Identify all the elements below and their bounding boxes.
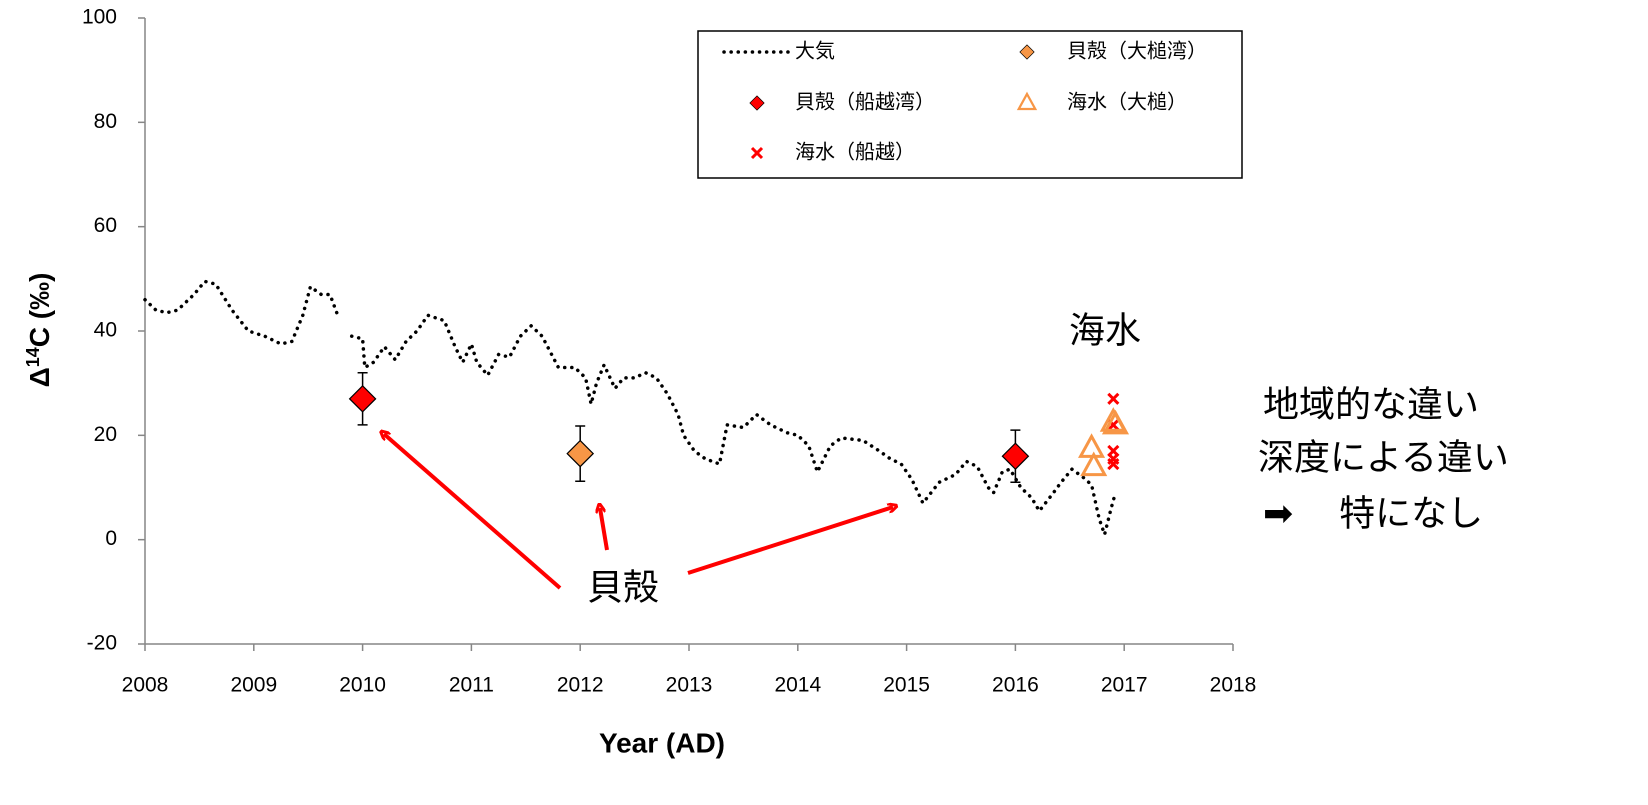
legend-label: 海水（大槌） [1067, 90, 1187, 113]
point [1078, 433, 1106, 458]
legend-swatch [1019, 44, 1035, 60]
legend-label: 貝殻（大槌湾） [1067, 39, 1207, 62]
legend-swatch [750, 146, 764, 160]
x-tick-label: 2014 [774, 674, 821, 697]
point [348, 384, 377, 413]
point [1080, 451, 1108, 477]
arrow [687, 507, 893, 575]
x-tick-label: 2018 [1210, 674, 1257, 697]
legend-box [697, 30, 1243, 179]
annotation: 深度による違い [1258, 437, 1509, 478]
y-tick-label: 80 [94, 110, 117, 133]
y-axis-title: Δ14C (‰) [23, 273, 56, 388]
y-tick-label: 40 [94, 319, 117, 342]
x-tick-label: 2017 [1101, 674, 1148, 697]
x-axis-title: Year (AD) [599, 727, 725, 758]
atmosphere-line [143, 279, 1118, 541]
legend-label: 貝殻（船越湾） [795, 90, 935, 113]
x-tick-label: 2015 [883, 674, 930, 697]
x-tick-label: 2013 [666, 674, 713, 697]
y-tick-label: 100 [82, 6, 117, 29]
x-tick-label: 2008 [122, 674, 169, 697]
y-title-rest: C (‰) [24, 273, 55, 348]
x-tick-label: 2009 [230, 674, 277, 697]
point [1101, 409, 1130, 435]
point [1001, 442, 1030, 471]
point [566, 439, 595, 468]
y-tick-label: 20 [94, 423, 117, 446]
arrow [384, 434, 562, 590]
x-tick-label: 2012 [557, 674, 604, 697]
y-title-base: Δ [24, 367, 55, 387]
legend-swatch [1016, 91, 1038, 111]
annotation: 地域的な違い [1263, 384, 1479, 425]
annotation: 貝殻 [587, 567, 659, 608]
y-tick-label: 60 [94, 214, 117, 237]
y-tick-label: -20 [87, 632, 117, 655]
legend-label: 海水（船越） [795, 140, 915, 163]
legend-label: 大気 [795, 39, 835, 62]
point [1107, 392, 1120, 405]
annotation: 海水 [1069, 310, 1141, 351]
arrow [600, 508, 609, 551]
arrows [384, 434, 893, 590]
y-tick-label: 0 [105, 527, 117, 550]
x-tick-label: 2011 [449, 674, 494, 697]
x-tick-label: 2016 [992, 674, 1039, 697]
legend-swatch [749, 95, 765, 111]
x-tick-label: 2010 [339, 674, 386, 697]
y-title-sup: 14 [23, 347, 43, 367]
point [1107, 457, 1120, 471]
annotation: ➡ 特になし [1263, 493, 1483, 534]
